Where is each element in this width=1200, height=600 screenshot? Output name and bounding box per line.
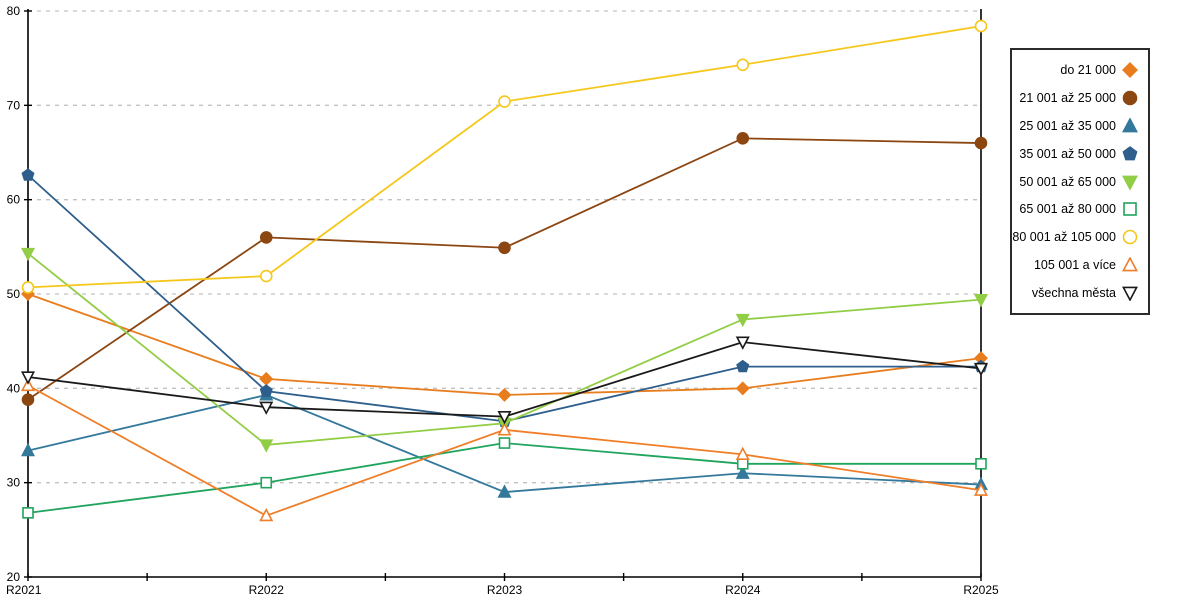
triangle-down-marker-glyph (1122, 286, 1138, 302)
legend-item-7: 80 001 až 105 000 (1012, 223, 1138, 251)
legend-label: 21 001 až 25 000 (1019, 90, 1116, 105)
data-point-21-001-až-25-000-R2022 (259, 231, 273, 244)
data-point-35-001-až-50-000-R2021 (21, 168, 35, 181)
data-point-35-001-až-50-000-R2022 (259, 384, 273, 397)
legend-item-2: 21 001 až 25 000 (1019, 84, 1138, 112)
series-line-4 (27, 174, 981, 423)
data-point-80-001-až-105-000-R2023 (498, 95, 511, 108)
data-point-21-001-až-25-000-R2023 (498, 241, 511, 255)
triangle-down-marker-icon (1122, 286, 1138, 302)
pentagon-marker-glyph (1122, 145, 1138, 160)
legend-label: všechna města (1031, 286, 1116, 301)
data-point-25-001-až-35-000-R2023 (497, 484, 512, 498)
data-point-105-001-a-více-R2022 (259, 507, 274, 522)
circle-marker-glyph (1122, 229, 1138, 245)
data-point-do-21-000-R2023 (497, 387, 512, 402)
legend-label: 25 001 až 35 000 (1019, 118, 1116, 133)
data-point-25-001-až-35-000-R2024 (735, 465, 750, 479)
data-point-80-001-až-105-000-R2022 (259, 269, 273, 283)
data-point-80-001-až-105-000-R2021 (21, 281, 35, 294)
legend-item-4: 35 001 až 50 000 (1019, 140, 1138, 168)
legend-item-1: do 21 000 (1022, 56, 1138, 84)
data-point-25-001-až-35-000-R2021 (20, 442, 36, 457)
diamond-marker-glyph (1122, 61, 1138, 78)
data-point-65-001-až-80-000-R2023 (498, 437, 511, 449)
data-point-65-001-až-80-000-R2021 (22, 507, 34, 519)
x-tick-label-R2022: R2022 (249, 583, 285, 597)
triangle-up-marker-glyph (1122, 117, 1138, 133)
pentagon-marker-icon (1122, 145, 1138, 160)
data-point-105-001-a-více-R2021 (20, 377, 36, 392)
data-point-50-001-až-65-000-R2025 (973, 294, 989, 308)
data-point-65-001-až-80-000-R2024 (736, 457, 749, 470)
data-point-80-001-až-105-000-R2025 (974, 19, 988, 33)
legend-label: 105 001 a více (1033, 258, 1116, 273)
y-tick-label-50: 50 (7, 287, 21, 301)
data-point-21-001-až-25-000-R2024 (736, 132, 750, 145)
series-line-1 (27, 293, 982, 396)
chart-legend: do 21 000 21 001 až 25 000 25 001 až 35 00… (1010, 48, 1150, 315)
triangle-down-marker-glyph (1122, 175, 1138, 190)
legend-item-9: všechna města (1022, 279, 1138, 307)
circle-marker-icon (1122, 90, 1138, 106)
square-marker-icon (1123, 202, 1137, 217)
x-tick-label-R2024: R2024 (725, 583, 761, 597)
y-tick-label-70: 70 (7, 98, 21, 112)
x-tick-label-R2021: R2021 (6, 583, 42, 597)
series-line-2 (27, 137, 982, 401)
data-point-všechna-města-R2023 (497, 411, 512, 425)
data-point-21-001-až-25-000-R2025 (974, 136, 988, 150)
data-point-65-001-až-80-000-R2022 (260, 476, 273, 489)
legend-item-3: 25 001 až 35 000 (1019, 112, 1138, 140)
series-line-9 (27, 341, 982, 418)
square-marker-glyph (1123, 202, 1137, 217)
data-point-35-001-až-50-000-R2024 (736, 359, 750, 373)
legend-label: 35 001 až 50 000 (1019, 146, 1116, 161)
diamond-marker-icon (1122, 61, 1138, 78)
y-tick-label-20: 20 (7, 570, 21, 584)
data-point-65-001-až-80-000-R2025 (975, 457, 987, 470)
triangle-down-marker-icon (1122, 175, 1138, 190)
triangle-up-marker-icon (1122, 117, 1138, 133)
x-tick-label-R2023: R2023 (487, 583, 523, 597)
y-tick-label-80: 80 (7, 4, 21, 18)
data-point-50-001-až-65-000-R2021 (20, 247, 36, 262)
circle-marker-glyph (1122, 90, 1138, 106)
triangle-up-marker-icon (1122, 257, 1138, 272)
y-tick-label-30: 30 (7, 476, 21, 490)
data-point-do-21-000-R2022 (259, 371, 274, 386)
data-point-105-001-a-více-R2023 (497, 422, 512, 436)
data-point-21-001-až-25-000-R2021 (21, 393, 35, 406)
y-tick-label-40: 40 (7, 381, 21, 395)
legend-label: 50 001 až 65 000 (1019, 174, 1116, 189)
legend-label: 80 001 až 105 000 (1012, 230, 1116, 245)
data-point-do-21-000-R2024 (735, 381, 750, 396)
data-point-80-001-až-105-000-R2024 (736, 58, 750, 72)
x-tick-label-R2025: R2025 (963, 583, 999, 597)
y-tick-label-60: 60 (7, 193, 21, 207)
data-point-50-001-až-65-000-R2022 (259, 439, 274, 453)
circle-marker-icon (1122, 229, 1138, 245)
triangle-up-marker-glyph (1122, 257, 1138, 272)
data-point-105-001-a-více-R2024 (735, 446, 750, 460)
data-point-všechna-města-R2024 (735, 336, 750, 350)
data-point-50-001-až-65-000-R2024 (735, 313, 750, 328)
data-point-všechna-města-R2021 (20, 371, 36, 385)
legend-item-5: 50 001 až 65 000 (1019, 168, 1138, 196)
data-point-všechna-města-R2025 (973, 362, 989, 377)
legend-label: do 21 000 (1060, 62, 1116, 77)
legend-label: 65 001 až 80 000 (1019, 202, 1116, 217)
data-point-všechna-města-R2022 (259, 401, 274, 415)
legend-item-8: 105 001 a více (1022, 251, 1138, 279)
legend-item-6: 65 001 až 80 000 (1019, 195, 1138, 223)
data-point-105-001-a-více-R2025 (973, 482, 989, 496)
